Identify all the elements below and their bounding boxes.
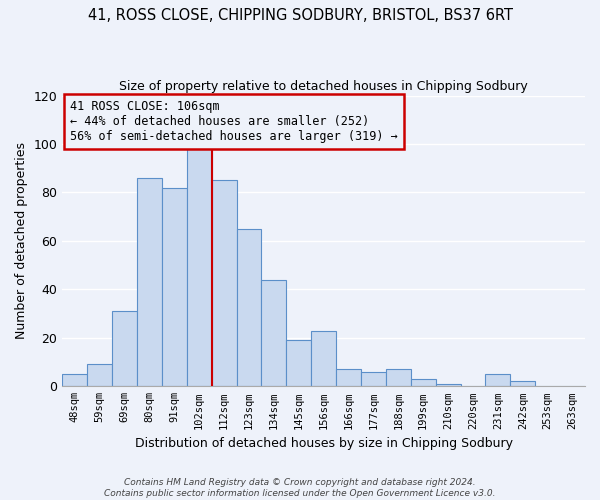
Bar: [187, 146, 212, 386]
Bar: [286, 340, 311, 386]
Y-axis label: Number of detached properties: Number of detached properties: [15, 142, 28, 340]
Bar: [336, 370, 361, 386]
Bar: [162, 188, 187, 386]
Bar: [137, 178, 162, 386]
Bar: [311, 330, 336, 386]
Title: Size of property relative to detached houses in Chipping Sodbury: Size of property relative to detached ho…: [119, 80, 528, 93]
Text: Contains HM Land Registry data © Crown copyright and database right 2024.
Contai: Contains HM Land Registry data © Crown c…: [104, 478, 496, 498]
Bar: [411, 379, 436, 386]
Bar: [511, 382, 535, 386]
Bar: [386, 370, 411, 386]
Bar: [87, 364, 112, 386]
Text: 41, ROSS CLOSE, CHIPPING SODBURY, BRISTOL, BS37 6RT: 41, ROSS CLOSE, CHIPPING SODBURY, BRISTO…: [88, 8, 512, 22]
X-axis label: Distribution of detached houses by size in Chipping Sodbury: Distribution of detached houses by size …: [134, 437, 512, 450]
Bar: [212, 180, 236, 386]
Bar: [112, 311, 137, 386]
Bar: [361, 372, 386, 386]
Bar: [62, 374, 87, 386]
Bar: [436, 384, 461, 386]
Bar: [262, 280, 286, 386]
Bar: [236, 229, 262, 386]
Bar: [485, 374, 511, 386]
Text: 41 ROSS CLOSE: 106sqm
← 44% of detached houses are smaller (252)
56% of semi-det: 41 ROSS CLOSE: 106sqm ← 44% of detached …: [70, 100, 398, 143]
